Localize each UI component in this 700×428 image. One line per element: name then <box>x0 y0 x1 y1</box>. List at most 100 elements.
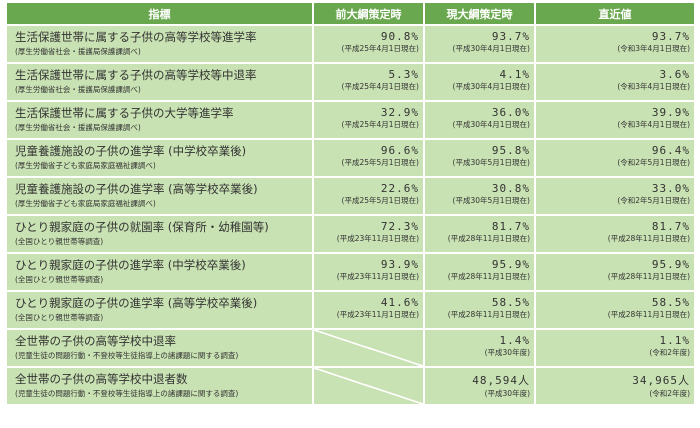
curr-value-cell: 58.5% (平成28年11月1日現在) <box>423 290 536 330</box>
latest-value-cell: 93.7% (令和3年4月1日現在) <box>534 24 696 64</box>
latest-date: (平成28年11月1日現在) <box>607 234 690 243</box>
indicator-title: 全世帯の子供の高等学校中退率 <box>15 334 176 348</box>
indicator-source: (厚生労働省社会・援護局保護課調べ) <box>15 47 141 56</box>
latest-date: (平成28年11月1日現在) <box>607 310 690 319</box>
curr-value: 81.7% <box>491 220 530 233</box>
prev-value-cell: 5.3% (平成25年4月1日現在) <box>312 62 425 102</box>
latest-date: (令和2年5月1日現在) <box>617 158 690 167</box>
prev-value-cell: 96.6% (平成25年5月1日現在) <box>312 138 425 178</box>
latest-date: (令和3年4月1日現在) <box>617 120 690 129</box>
curr-value-cell: 93.7% (平成30年4月1日現在) <box>423 24 536 64</box>
indicator-cell: 児童養護施設の子供の進学率 (中学校卒業後) (厚生労働省子ども家庭局家庭福祉課… <box>5 138 314 178</box>
indicator-table: 指標 前大綱策定時 現大綱策定時 直近値 生活保護世帯に属する子供の高等学校等進… <box>5 3 696 406</box>
prev-value: 93.9% <box>380 258 419 271</box>
prev-empty-cell <box>312 328 425 368</box>
prev-value: 41.6% <box>380 296 419 309</box>
latest-value-cell: 39.9% (令和3年4月1日現在) <box>534 100 696 140</box>
indicator-cell: ひとり親家庭の子供の進学率 (高等学校卒業後) (全国ひとり親世帯等調査) <box>5 290 314 330</box>
curr-value: 4.1% <box>499 68 530 81</box>
latest-value-cell: 95.9% (平成28年11月1日現在) <box>534 252 696 292</box>
curr-date: (平成30年4月1日現在) <box>452 82 530 91</box>
indicator-cell: 全世帯の子供の高等学校中退者数 (児童生徒の問題行動・不登校等生徒指導上の諸課題… <box>5 366 314 406</box>
prev-date: (平成25年4月1日現在) <box>341 44 419 53</box>
indicator-source: (児童生徒の問題行動・不登校等生徒指導上の諸課題に関する調査) <box>15 351 239 360</box>
latest-value: 93.7% <box>651 30 690 43</box>
curr-date: (平成28年11月1日現在) <box>447 310 530 319</box>
indicator-cell: 生活保護世帯に属する子供の大学等進学率 (厚生労働省社会・援護局保護課調べ) <box>5 100 314 140</box>
table-row: 生活保護世帯に属する子供の高等学校等進学率 (厚生労働省社会・援護局保護課調べ)… <box>5 24 696 64</box>
table-row: 全世帯の子供の高等学校中退者数 (児童生徒の問題行動・不登校等生徒指導上の諸課題… <box>5 366 696 406</box>
curr-date: (平成30年4月1日現在) <box>452 44 530 53</box>
header-indicator: 指標 <box>5 3 314 26</box>
latest-value: 39.9% <box>651 106 690 119</box>
prev-date: (平成25年5月1日現在) <box>341 158 419 167</box>
indicator-title: 児童養護施設の子供の進学率 (中学校卒業後) <box>15 144 247 158</box>
curr-date: (平成28年11月1日現在) <box>447 234 530 243</box>
curr-value-cell: 36.0% (平成30年4月1日現在) <box>423 100 536 140</box>
prev-value-cell: 93.9% (平成23年11月1日現在) <box>312 252 425 292</box>
table-row: 全世帯の子供の高等学校中退率 (児童生徒の問題行動・不登校等生徒指導上の諸課題に… <box>5 328 696 368</box>
latest-value: 96.4% <box>651 144 690 157</box>
prev-value: 90.8% <box>380 30 419 43</box>
prev-value: 96.6% <box>380 144 419 157</box>
indicator-title: 全世帯の子供の高等学校中退者数 <box>15 372 188 386</box>
curr-date: (平成30年度) <box>484 389 530 398</box>
latest-date: (令和2年5月1日現在) <box>617 196 690 205</box>
curr-value: 95.8% <box>491 144 530 157</box>
curr-date: (平成30年度) <box>484 348 530 357</box>
indicator-source: (全国ひとり親世帯等調査) <box>15 313 104 322</box>
latest-value: 95.9% <box>651 258 690 271</box>
table-row: ひとり親家庭の子供の就園率 (保育所・幼稚園等) (全国ひとり親世帯等調査) 7… <box>5 214 696 254</box>
indicator-source: (厚生労働省社会・援護局保護課調べ) <box>15 123 141 132</box>
latest-value: 34,965人 <box>632 374 690 387</box>
header-previous: 前大綱策定時 <box>312 3 425 26</box>
curr-value: 93.7% <box>491 30 530 43</box>
curr-value-cell: 81.7% (平成28年11月1日現在) <box>423 214 536 254</box>
indicator-cell: 児童養護施設の子供の進学率 (高等学校卒業後) (厚生労働省子ども家庭局家庭福祉… <box>5 176 314 216</box>
curr-value-cell: 95.8% (平成30年5月1日現在) <box>423 138 536 178</box>
indicator-source: (全国ひとり親世帯等調査) <box>15 237 104 246</box>
table-row: 生活保護世帯に属する子供の高等学校等中退率 (厚生労働省社会・援護局保護課調べ)… <box>5 62 696 102</box>
prev-value-cell: 72.3% (平成23年11月1日現在) <box>312 214 425 254</box>
latest-value-cell: 58.5% (平成28年11月1日現在) <box>534 290 696 330</box>
curr-date: (平成28年11月1日現在) <box>447 272 530 281</box>
header-current: 現大綱策定時 <box>423 3 536 26</box>
table-row: ひとり親家庭の子供の進学率 (高等学校卒業後) (全国ひとり親世帯等調査) 41… <box>5 290 696 330</box>
curr-value: 1.4% <box>499 334 530 347</box>
curr-date: (平成30年5月1日現在) <box>452 196 530 205</box>
prev-date: (平成23年11月1日現在) <box>336 272 419 281</box>
indicator-source: (全国ひとり親世帯等調査) <box>15 275 104 284</box>
indicator-cell: 全世帯の子供の高等学校中退率 (児童生徒の問題行動・不登校等生徒指導上の諸課題に… <box>5 328 314 368</box>
indicator-cell: ひとり親家庭の子供の進学率 (中学校卒業後) (全国ひとり親世帯等調査) <box>5 252 314 292</box>
curr-value: 58.5% <box>491 296 530 309</box>
table-row: ひとり親家庭の子供の進学率 (中学校卒業後) (全国ひとり親世帯等調査) 93.… <box>5 252 696 292</box>
table-row: 児童養護施設の子供の進学率 (高等学校卒業後) (厚生労働省子ども家庭局家庭福祉… <box>5 176 696 216</box>
prev-value-cell: 90.8% (平成25年4月1日現在) <box>312 24 425 64</box>
curr-value: 30.8% <box>491 182 530 195</box>
curr-value: 36.0% <box>491 106 530 119</box>
indicator-source: (厚生労働省社会・援護局保護課調べ) <box>15 85 141 94</box>
curr-value-cell: 95.9% (平成28年11月1日現在) <box>423 252 536 292</box>
latest-value: 3.6% <box>659 68 690 81</box>
prev-date: (平成23年11月1日現在) <box>336 310 419 319</box>
prev-value: 72.3% <box>380 220 419 233</box>
indicator-cell: ひとり親家庭の子供の就園率 (保育所・幼稚園等) (全国ひとり親世帯等調査) <box>5 214 314 254</box>
header-row: 指標 前大綱策定時 現大綱策定時 直近値 <box>5 3 696 26</box>
indicator-source: (児童生徒の問題行動・不登校等生徒指導上の諸課題に関する調査) <box>15 389 239 398</box>
latest-date: (令和2年度) <box>649 348 690 357</box>
curr-value: 95.9% <box>491 258 530 271</box>
table-row: 生活保護世帯に属する子供の大学等進学率 (厚生労働省社会・援護局保護課調べ) 3… <box>5 100 696 140</box>
latest-value-cell: 81.7% (平成28年11月1日現在) <box>534 214 696 254</box>
prev-value: 5.3% <box>388 68 419 81</box>
latest-value-cell: 3.6% (令和3年4月1日現在) <box>534 62 696 102</box>
indicator-title: 生活保護世帯に属する子供の高等学校等中退率 <box>15 68 257 82</box>
indicator-cell: 生活保護世帯に属する子供の高等学校等中退率 (厚生労働省社会・援護局保護課調べ) <box>5 62 314 102</box>
indicator-title: ひとり親家庭の子供の進学率 (中学校卒業後) <box>15 258 246 272</box>
curr-value-cell: 4.1% (平成30年4月1日現在) <box>423 62 536 102</box>
table-row: 児童養護施設の子供の進学率 (中学校卒業後) (厚生労働省子ども家庭局家庭福祉課… <box>5 138 696 178</box>
latest-value: 33.0% <box>651 182 690 195</box>
indicator-title: 生活保護世帯に属する子供の大学等進学率 <box>15 106 234 120</box>
header-latest: 直近値 <box>534 3 696 26</box>
latest-date: (平成28年11月1日現在) <box>607 272 690 281</box>
indicator-source: (厚生労働省子ども家庭局家庭福祉課調べ) <box>15 161 156 170</box>
